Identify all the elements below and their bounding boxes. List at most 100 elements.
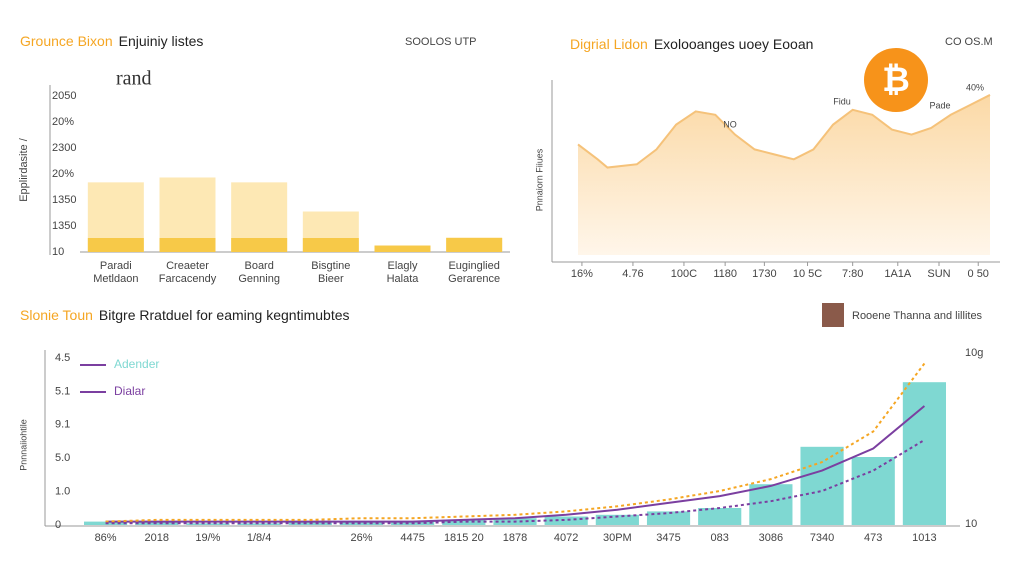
x-tick-label: Euginglied [448, 260, 499, 272]
y-label: 20% [52, 116, 74, 128]
x-tick-label: 3475 [656, 532, 680, 544]
line [105, 439, 925, 525]
bar-base [374, 245, 431, 252]
chart-title: Grounce Bixon Enjuiniy listes [20, 33, 203, 49]
y-label: 1350 [52, 194, 76, 206]
annotation: Pade [929, 100, 950, 110]
bar [544, 516, 588, 525]
bar [237, 523, 281, 525]
x-tick-label: Elagly [388, 260, 418, 272]
y-label: 0 [55, 519, 61, 531]
bar [595, 514, 639, 525]
title-kicker: Grounce Bixon [20, 33, 113, 49]
legend-label: Dialar [114, 384, 145, 398]
y-label: 2050 [52, 90, 76, 102]
title-text: Bitgre Rratduel for eaming kegntimubtes [99, 307, 350, 323]
area [578, 94, 990, 255]
bar [698, 508, 742, 525]
right-label: 10g [965, 347, 983, 359]
bitcoin-icon [864, 48, 928, 112]
annotation: Fidu [833, 96, 851, 106]
title-kicker: Slonie Toun [20, 307, 93, 323]
annotation: NO [723, 119, 737, 129]
x-tick-label: 10 5C [793, 268, 822, 280]
line [105, 362, 926, 523]
x-tick-label: Gerarence [448, 273, 500, 285]
y-label: 1.0 [55, 486, 70, 498]
bar [442, 519, 486, 525]
y-axis-title: Pnnnaiiohtile [18, 419, 28, 471]
bar [851, 457, 895, 525]
bar-base [446, 238, 503, 252]
x-tick-label: Board [244, 260, 273, 272]
x-tick-label: 4.76 [622, 268, 643, 280]
x-tick-label: 1730 [752, 268, 776, 280]
line [577, 94, 991, 169]
x-tick-label: 1A1A [884, 268, 912, 280]
x-tick-label: 1878 [503, 532, 527, 544]
x-tick-label: 4072 [554, 532, 578, 544]
x-tick-label: 1/8/4 [247, 532, 271, 544]
bar-base [231, 238, 288, 252]
x-tick-label: 30PM [603, 532, 632, 544]
title-kicker: Digrial Lidon [570, 36, 648, 52]
x-tick-label: 7:80 [842, 268, 863, 280]
chart-title: Digrial Lidon Exolooanges uoey Eooan [570, 36, 813, 52]
subtitle: SOOLOS UTP [405, 36, 477, 48]
right-label: 10 [965, 518, 977, 530]
y-axis-title: Epplirdasite / [18, 137, 30, 202]
x-tick-label: 7340 [810, 532, 834, 544]
legend-note: Rooene Thanna and lillites [852, 310, 983, 322]
bar-base [302, 238, 359, 252]
x-tick-label: 1013 [912, 532, 936, 544]
y-label: 10 [52, 246, 64, 258]
legend-photo [822, 303, 844, 327]
bar [135, 521, 179, 525]
x-tick-label: 2018 [145, 532, 169, 544]
bar [749, 484, 793, 525]
x-tick-label: 26% [350, 532, 372, 544]
title-text: Exolooanges uoey Eooan [654, 36, 814, 52]
x-tick-label: 3086 [759, 532, 783, 544]
logo: rand [116, 68, 152, 90]
x-tick-label: 86% [95, 532, 117, 544]
chart-title: Slonie Toun Bitgre Rratduel for eaming ke… [20, 307, 350, 323]
bar [902, 382, 946, 525]
x-tick-label: Halata [387, 273, 420, 285]
bitcoin-symbol: ₿ [882, 61, 910, 99]
y-label: 5.0 [55, 452, 70, 464]
x-tick-label: 473 [864, 532, 882, 544]
y-label: 4.5 [55, 352, 70, 364]
bar-base [87, 238, 144, 252]
x-tick-label: 19/% [195, 532, 220, 544]
x-tick-label: Creaeter [166, 260, 209, 272]
y-label: 20% [52, 168, 74, 180]
x-tick-label: 083 [711, 532, 729, 544]
x-tick-label: 4475 [400, 532, 424, 544]
x-tick-label: 0 50 [968, 268, 989, 280]
legend-label: Adender [114, 357, 159, 371]
x-tick-label: Bieer [318, 273, 344, 285]
x-tick-label: Farcacendy [159, 273, 217, 285]
y-label: 9.1 [55, 419, 70, 431]
x-tick-label: 16% [571, 268, 593, 280]
x-tick-label: Bisgtine [311, 260, 350, 272]
subtitle: CO OS.M [945, 36, 993, 48]
y-axis-title: Pnnaiorn Fiiues [534, 148, 544, 211]
x-tick-label: Paradi [100, 260, 132, 272]
y-label: 2300 [52, 142, 76, 154]
y-label: 5.1 [55, 385, 70, 397]
x-tick-label: SUN [927, 268, 950, 280]
bar-base [159, 238, 216, 252]
x-tick-label: 1815 20 [444, 532, 484, 544]
x-tick-label: 1180 [713, 268, 737, 280]
x-tick-label: Genning [238, 273, 280, 285]
annotation: 40% [966, 82, 984, 92]
y-label: 1350 [52, 220, 76, 232]
bar [339, 521, 384, 525]
x-tick-label: 100C [671, 268, 697, 280]
x-tick-label: Metldaon [93, 273, 138, 285]
line [105, 405, 926, 523]
title-text: Enjuiniy listes [119, 33, 204, 49]
